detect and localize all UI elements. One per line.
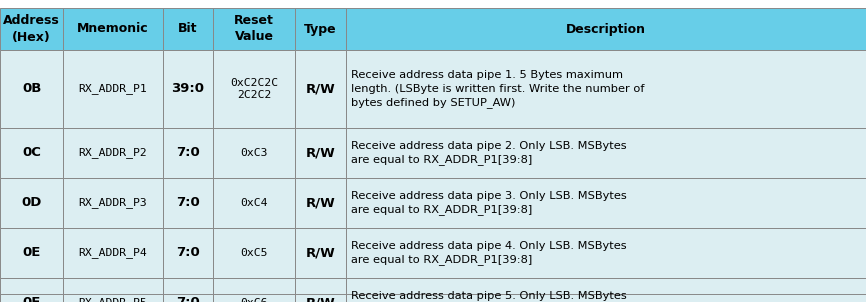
Text: Bit: Bit <box>178 23 197 36</box>
Bar <box>0 50 63 128</box>
Bar <box>213 294 295 302</box>
Text: 0C: 0C <box>23 146 41 159</box>
Bar <box>213 228 295 278</box>
Text: R/W: R/W <box>306 82 335 95</box>
Bar <box>163 278 213 302</box>
Text: 0xC3: 0xC3 <box>241 148 268 158</box>
Bar <box>163 178 213 228</box>
Bar <box>346 294 866 302</box>
Text: 39:0: 39:0 <box>171 82 204 95</box>
Text: RX_ADDR_P3: RX_ADDR_P3 <box>79 198 147 208</box>
Text: 0D: 0D <box>22 197 42 210</box>
Text: R/W: R/W <box>306 146 335 159</box>
Bar <box>295 128 346 178</box>
Bar <box>295 278 346 302</box>
Text: 0xC6: 0xC6 <box>241 298 268 302</box>
Bar <box>63 294 163 302</box>
Bar <box>163 128 213 178</box>
Bar <box>0 294 63 302</box>
Bar <box>63 278 163 302</box>
Bar <box>213 8 295 50</box>
Text: Receive address data pipe 1. 5 Bytes maximum
length. (LSByte is written first. W: Receive address data pipe 1. 5 Bytes max… <box>351 70 644 108</box>
Text: Reset
Value: Reset Value <box>234 14 275 43</box>
Text: 7:0: 7:0 <box>176 197 200 210</box>
Bar <box>163 8 213 50</box>
Bar <box>0 8 63 50</box>
Bar <box>295 228 346 278</box>
Bar <box>295 8 346 50</box>
Text: R/W: R/W <box>306 297 335 302</box>
Text: 0xC2C2C
2C2C2: 0xC2C2C 2C2C2 <box>230 78 278 100</box>
Bar <box>63 228 163 278</box>
Bar <box>63 128 163 178</box>
Text: Receive address data pipe 3. Only LSB. MSBytes
are equal to RX_ADDR_P1[39:8]: Receive address data pipe 3. Only LSB. M… <box>351 191 626 215</box>
Text: Description: Description <box>565 23 646 36</box>
Bar <box>213 128 295 178</box>
Text: Address
(Hex): Address (Hex) <box>3 14 60 43</box>
Bar <box>213 178 295 228</box>
Bar <box>295 178 346 228</box>
Bar <box>0 128 63 178</box>
Bar <box>346 128 866 178</box>
Bar <box>63 8 163 50</box>
Bar <box>346 228 866 278</box>
Text: R/W: R/W <box>306 246 335 259</box>
Bar <box>295 294 346 302</box>
Text: RX_ADDR_P5: RX_ADDR_P5 <box>79 297 147 302</box>
Bar <box>0 278 63 302</box>
Text: RX_ADDR_P4: RX_ADDR_P4 <box>79 248 147 259</box>
Bar <box>295 50 346 128</box>
Bar <box>63 178 163 228</box>
Text: Receive address data pipe 4. Only LSB. MSBytes
are equal to RX_ADDR_P1[39:8]: Receive address data pipe 4. Only LSB. M… <box>351 241 626 265</box>
Text: RX_ADDR_P2: RX_ADDR_P2 <box>79 148 147 159</box>
Text: Receive address data pipe 5. Only LSB. MSBytes
are equal to RX_ADDR_P1[39:8]: Receive address data pipe 5. Only LSB. M… <box>351 291 626 302</box>
Text: Mnemonic: Mnemonic <box>77 23 149 36</box>
Text: 7:0: 7:0 <box>176 146 200 159</box>
Bar <box>346 50 866 128</box>
Text: 0B: 0B <box>22 82 42 95</box>
Text: RX_ADDR_P1: RX_ADDR_P1 <box>79 84 147 95</box>
Bar <box>63 50 163 128</box>
Bar <box>0 178 63 228</box>
Text: 0F: 0F <box>23 297 41 302</box>
Bar <box>346 178 866 228</box>
Bar <box>163 228 213 278</box>
Bar <box>346 8 866 50</box>
Text: Receive address data pipe 2. Only LSB. MSBytes
are equal to RX_ADDR_P1[39:8]: Receive address data pipe 2. Only LSB. M… <box>351 141 626 165</box>
Text: Type: Type <box>304 23 337 36</box>
Text: R/W: R/W <box>306 197 335 210</box>
Text: 0xC4: 0xC4 <box>241 198 268 208</box>
Text: 0E: 0E <box>23 246 41 259</box>
Text: 0xC5: 0xC5 <box>241 248 268 258</box>
Bar <box>213 50 295 128</box>
Bar <box>346 278 866 302</box>
Bar <box>213 278 295 302</box>
Text: 7:0: 7:0 <box>176 246 200 259</box>
Bar <box>163 294 213 302</box>
Text: 7:0: 7:0 <box>176 297 200 302</box>
Bar <box>163 50 213 128</box>
Bar <box>0 228 63 278</box>
